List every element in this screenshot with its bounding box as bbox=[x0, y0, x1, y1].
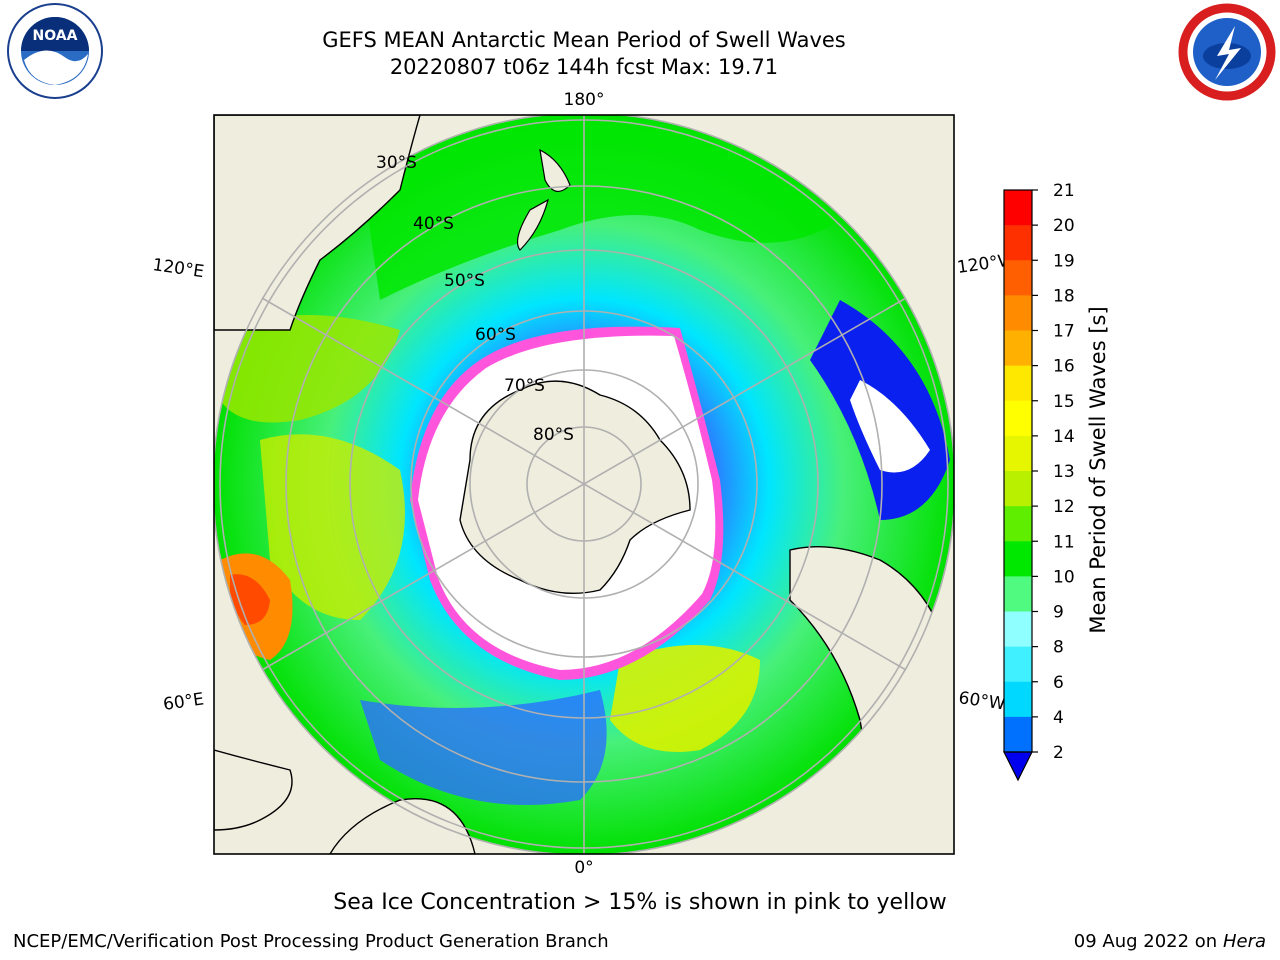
lat-label-40s: 40°S bbox=[413, 214, 454, 234]
colorbar-segment bbox=[1004, 471, 1032, 507]
map-area: 30°S 40°S 50°S 60°S 70°S 80°S bbox=[214, 115, 954, 854]
colorbar-tick-label: 20 bbox=[1053, 216, 1075, 236]
colorbar-segment bbox=[1004, 681, 1032, 718]
colorbar-tick-label: 2 bbox=[1053, 743, 1064, 763]
colorbar-segment bbox=[1004, 611, 1032, 648]
lon-label-180: 180° bbox=[564, 90, 605, 110]
map-title: GEFS MEAN Antarctic Mean Period of Swell… bbox=[322, 28, 846, 52]
colorbar-tick-label: 11 bbox=[1053, 532, 1075, 552]
colorbar-tick-label: 8 bbox=[1053, 638, 1064, 658]
colorbar-tick-label: 17 bbox=[1053, 322, 1075, 342]
colorbar-tick-label: 10 bbox=[1053, 567, 1075, 587]
colorbar-tick-label: 9 bbox=[1053, 603, 1064, 623]
colorbar-segment bbox=[1004, 506, 1032, 542]
colorbar-tick-label: 18 bbox=[1053, 286, 1075, 306]
colorbar-tick-label: 19 bbox=[1053, 251, 1075, 271]
lat-label-30s: 30°S bbox=[376, 153, 417, 173]
footer-credit: NCEP/EMC/Verification Post Processing Pr… bbox=[13, 931, 609, 952]
colorbar-tick-label: 6 bbox=[1053, 673, 1064, 693]
colorbar-segment bbox=[1004, 260, 1032, 296]
colorbar-segment bbox=[1004, 400, 1032, 437]
colorbar-tick-label: 13 bbox=[1053, 462, 1075, 482]
colorbar-segment bbox=[1004, 435, 1032, 472]
colorbar-segment bbox=[1004, 330, 1032, 367]
colorbar-segment bbox=[1004, 716, 1032, 753]
colorbar-tick-label: 16 bbox=[1053, 357, 1075, 377]
colorbar-segment bbox=[1004, 576, 1032, 612]
footer-date: 09 Aug 2022 on Hera bbox=[1074, 931, 1266, 952]
lon-label-120e: 120°E bbox=[151, 255, 205, 282]
noaa-logo-text: NOAA bbox=[33, 28, 78, 44]
colorbar-tick-label: 15 bbox=[1053, 392, 1075, 412]
colorbar-tick-label: 4 bbox=[1053, 708, 1064, 728]
footer-date-text: 09 Aug 2022 on bbox=[1073, 931, 1218, 952]
colorbar-segment bbox=[1004, 646, 1032, 683]
colorbar-tick-label: 21 bbox=[1053, 181, 1075, 201]
noaa-logo: NOAA bbox=[6, 2, 104, 100]
graticule bbox=[219, 115, 949, 854]
lon-label-60w: 60°W bbox=[957, 688, 1006, 714]
lon-label-60e: 60°E bbox=[162, 689, 205, 714]
colorbar-segment bbox=[1004, 190, 1032, 226]
map-frame bbox=[213, 114, 955, 855]
lat-label-80s: 80°S bbox=[533, 425, 574, 445]
colorbar-segment bbox=[1004, 365, 1032, 402]
lat-label-70s: 70°S bbox=[504, 376, 545, 396]
colorbar-segment bbox=[1004, 225, 1032, 261]
lat-label-60s: 60°S bbox=[475, 325, 516, 345]
colorbar-tick-label: 12 bbox=[1053, 497, 1075, 517]
map-subtitle: 20220807 t06z 144h fcst Max: 19.71 bbox=[389, 55, 779, 79]
colorbar-segment bbox=[1004, 541, 1032, 577]
national-weather-service-logo bbox=[1177, 2, 1277, 102]
colorbar-segment bbox=[1004, 295, 1032, 331]
footer-machine: Hera bbox=[1222, 931, 1266, 952]
sea-ice-caption: Sea Ice Concentration > 15% is shown in … bbox=[333, 890, 947, 915]
lon-label-0: 0° bbox=[574, 858, 593, 878]
colorbar-tick-label: 14 bbox=[1053, 427, 1075, 447]
colorbar: 2 4 6 8 9 10 11 12 13 14 15 16 17 18 19 20 21 bbox=[1003, 181, 1075, 782]
colorbar-extend-triangle bbox=[1003, 751, 1033, 782]
lat-label-50s: 50°S bbox=[444, 271, 485, 291]
colorbar-label: Mean Period of Swell Waves [s] bbox=[1086, 306, 1110, 633]
